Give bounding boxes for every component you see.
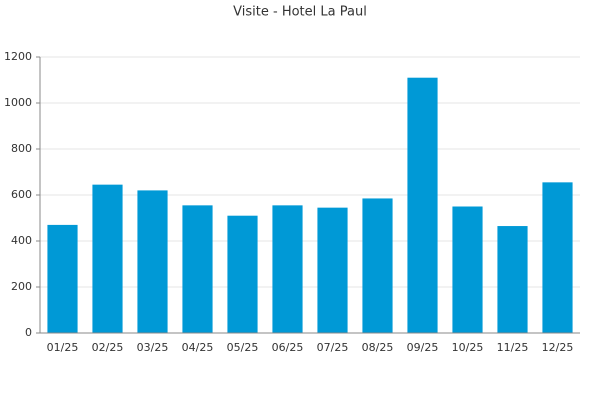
y-tick-label: 0 xyxy=(25,326,32,339)
y-tick-label: 1000 xyxy=(4,96,32,109)
x-tick-label: 06/25 xyxy=(272,341,304,354)
x-tick-label: 12/25 xyxy=(542,341,574,354)
bar xyxy=(47,224,78,333)
y-tick-label: 800 xyxy=(11,142,32,155)
y-tick-label: 600 xyxy=(11,188,32,201)
bar xyxy=(317,207,348,333)
x-tick-label: 01/25 xyxy=(47,341,79,354)
x-tick-label: 04/25 xyxy=(182,341,214,354)
x-tick-label: 07/25 xyxy=(317,341,349,354)
bar xyxy=(92,184,123,333)
chart-title: Visite - Hotel La Paul xyxy=(233,5,367,20)
bar xyxy=(272,205,303,333)
x-tick-label: 02/25 xyxy=(92,341,124,354)
bar xyxy=(137,190,168,333)
bar xyxy=(227,215,258,333)
y-tick-label: 200 xyxy=(11,280,32,293)
bar xyxy=(452,206,483,333)
x-tick-label: 10/25 xyxy=(452,341,484,354)
x-tick-label: 08/25 xyxy=(362,341,394,354)
y-tick-label: 400 xyxy=(11,234,32,247)
y-tick-label: 1200 xyxy=(4,50,32,63)
bar xyxy=(182,205,213,333)
x-tick-label: 11/25 xyxy=(497,341,529,354)
bar xyxy=(497,226,528,333)
bar xyxy=(542,182,573,333)
x-tick-label: 03/25 xyxy=(137,341,169,354)
x-tick-label: 09/25 xyxy=(407,341,439,354)
x-tick-label: 05/25 xyxy=(227,341,259,354)
bar xyxy=(407,77,438,333)
bar xyxy=(362,198,393,333)
